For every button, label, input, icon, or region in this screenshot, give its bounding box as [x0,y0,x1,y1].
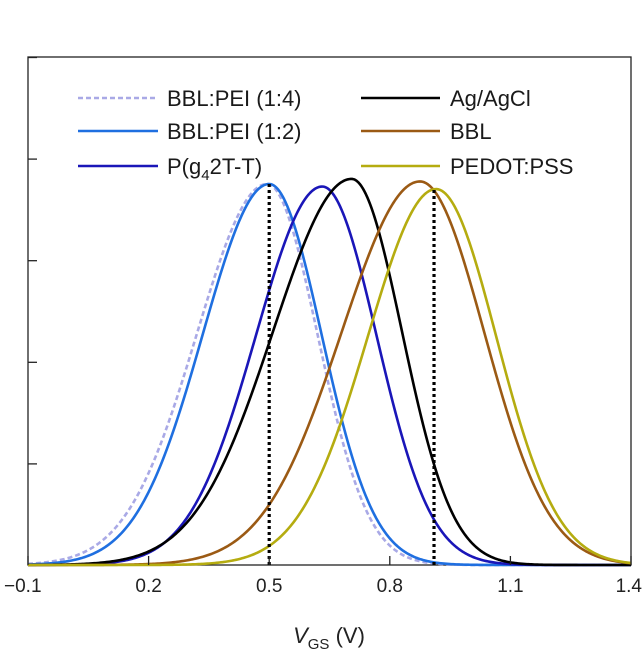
x-axis-title-var: V [293,623,310,648]
series-curves [27,177,632,567]
legend: BBL:PEI (1:4) BBL:PEI (1:2) P(g42T-T) Ag/Ag… [78,86,573,184]
legend-label-bbl-pei-1-4: BBL:PEI (1:4) [167,86,302,111]
legend-label-p-g42t-t: P(g42T-T) [167,154,262,184]
x-axis-title: VGS (V) [293,623,365,653]
x-axis-title-sub: GS [308,636,330,653]
x-tick-label-3: 0.5 [256,576,282,597]
reference-lines [267,184,436,565]
x-tick-label-6: 1.4 [616,576,643,597]
x-axis-ticks: −0.1 0.2 0.5 0.8 1.1 1.4 [4,556,642,597]
series-line-ag-agcl [28,177,631,567]
plot-frame [27,56,632,566]
series-line-p-g42t-t [28,185,631,567]
legend-label-bbl: BBL [450,119,492,144]
series-line-bbl-pei-1-2 [27,182,631,567]
x-axis-title-unit: (V) [329,623,364,648]
x-tick-label-2: 0.2 [135,576,161,597]
x-tick-label-1: −0.1 [4,576,42,597]
legend-label-ag-agcl: Ag/AgCl [450,86,531,111]
x-tick-label-5: 1.1 [497,576,523,597]
legend-label-pedot-pss: PEDOT:PSS [450,154,573,179]
y-axis-ticks [28,56,37,465]
x-tick-label-4: 0.8 [377,576,403,597]
series-line-pedot-pss [28,187,632,567]
legend-label-bbl-pei-1-2: BBL:PEI (1:2) [167,119,302,144]
